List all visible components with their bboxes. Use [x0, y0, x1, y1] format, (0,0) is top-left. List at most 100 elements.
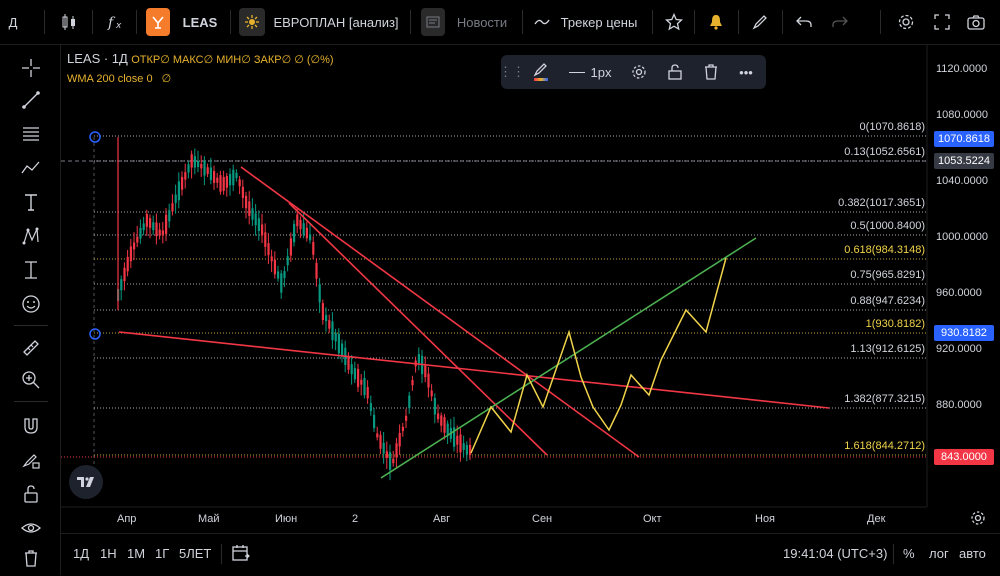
candle-body [293, 223, 296, 243]
legend-indicator[interactable]: WMA 200 close 0 [67, 73, 153, 85]
symbol-button[interactable]: LEAS [182, 14, 218, 30]
candle-body [206, 167, 209, 174]
settings-gear-icon[interactable] [894, 8, 918, 36]
candle-body [328, 320, 331, 329]
brush-icon[interactable] [748, 8, 772, 36]
undo-icon[interactable] [792, 8, 816, 36]
unlock-icon[interactable] [18, 481, 44, 507]
candle-body [145, 214, 148, 227]
text-tool-icon[interactable] [18, 189, 44, 215]
chart-settings-icon[interactable] [970, 510, 986, 526]
divider [694, 10, 695, 34]
trend-line-icon[interactable] [18, 87, 44, 113]
divider [221, 544, 222, 564]
fib-anchor-handle [89, 328, 101, 340]
more-options-icon[interactable]: ••• [739, 64, 753, 80]
alert-bell-icon[interactable] [704, 8, 728, 36]
trash-icon[interactable] [699, 60, 723, 84]
fib-level-label: 0.5(1000.8400) [850, 220, 925, 232]
tradingview-logo-icon[interactable] [69, 465, 103, 499]
news-icon[interactable] [421, 8, 445, 36]
news-button[interactable]: Новости [456, 14, 508, 30]
chart-canvas[interactable] [61, 45, 1000, 533]
candle-body [296, 214, 299, 227]
lock-icon[interactable] [663, 60, 687, 84]
candle-body [312, 242, 315, 255]
candle-body [433, 397, 436, 415]
projection-icon[interactable] [18, 257, 44, 283]
fullscreen-icon[interactable] [930, 8, 954, 36]
candle-body [382, 442, 385, 454]
interval-button[interactable]: Д [8, 14, 18, 30]
compare-symbol-button[interactable]: ЕВРОПЛАН [анализ] [273, 14, 399, 30]
candle-body [337, 333, 340, 354]
candle-body [341, 343, 344, 357]
candle-body [190, 154, 193, 168]
candle-body [357, 368, 360, 388]
divider [652, 10, 653, 34]
settings-gear-icon[interactable] [627, 60, 651, 84]
time-axis-tick: Май [198, 513, 220, 525]
time-axis-tick: Апр [117, 513, 137, 525]
candle-body [235, 172, 238, 179]
candle-body [209, 167, 212, 181]
ruler-icon[interactable] [18, 335, 44, 361]
time-axis-tick: Дек [867, 513, 886, 525]
time-axis-tick: 2 [352, 513, 359, 525]
candle-body [193, 156, 196, 168]
range-1m[interactable]: 1М [127, 546, 146, 561]
clock-timezone[interactable]: 19:41:04 (UTC+3) [783, 546, 888, 561]
magnet-icon[interactable] [18, 413, 44, 439]
chart-pane[interactable]: LEAS · 1Д ОТКР∅ МАКС∅ МИН∅ ЗАКР∅ ∅ (∅%) … [61, 45, 1000, 533]
candle-body [318, 284, 321, 303]
price-tracker-icon[interactable] [532, 8, 552, 36]
line-width-button[interactable]: 1px [565, 60, 615, 84]
range-1d[interactable]: 1Д [73, 546, 90, 561]
fib-retracement-icon[interactable] [18, 121, 44, 147]
eye-icon[interactable] [18, 515, 44, 541]
auto-toggle[interactable]: авто [959, 546, 986, 561]
candle-body [139, 227, 142, 239]
redo-icon[interactable] [828, 8, 852, 36]
star-icon[interactable] [662, 8, 686, 36]
price-tracker-button[interactable]: Трекер цены [560, 14, 638, 30]
candle-body [120, 279, 123, 291]
candle-body [353, 368, 356, 380]
lock-drawings-icon[interactable] [18, 447, 44, 473]
emoji-icon[interactable] [18, 291, 44, 317]
legend-indicator-value: ∅ [161, 73, 172, 85]
candle-body [325, 314, 328, 322]
drag-handle-icon[interactable]: ⋮⋮ [499, 64, 525, 79]
zoom-in-icon[interactable] [18, 367, 44, 393]
date-range-icon[interactable] [231, 544, 251, 565]
trend-line [240, 166, 640, 458]
range-1y[interactable]: 1Г [155, 546, 170, 561]
candle-body [350, 364, 353, 375]
pattern-icon[interactable] [18, 155, 44, 181]
candle-body [280, 273, 283, 293]
candle-body [321, 303, 324, 321]
candles-icon[interactable] [56, 8, 82, 36]
range-1w[interactable]: 1Н [100, 546, 117, 561]
divider [92, 10, 93, 34]
trash-icon[interactable] [18, 545, 44, 571]
svg-text:f: f [107, 15, 116, 31]
candle-body [222, 176, 225, 191]
candle-body [459, 434, 462, 453]
candle-body [331, 321, 334, 341]
candle-body [302, 223, 305, 235]
candle-body [200, 163, 203, 169]
crosshair-icon[interactable] [18, 55, 44, 81]
candle-body [309, 234, 312, 241]
camera-icon[interactable] [964, 8, 988, 36]
candle-body [184, 172, 187, 180]
candle-body [203, 160, 206, 176]
range-5y[interactable]: 5ЛЕТ [179, 546, 212, 561]
candle-body [469, 444, 472, 456]
log-toggle[interactable]: лог [929, 546, 949, 561]
line-color-icon[interactable] [529, 60, 553, 84]
price-axis-tag: 1070.8618 [934, 131, 994, 147]
xabcd-pattern-icon[interactable] [18, 223, 44, 249]
percent-toggle[interactable]: % [903, 546, 915, 561]
